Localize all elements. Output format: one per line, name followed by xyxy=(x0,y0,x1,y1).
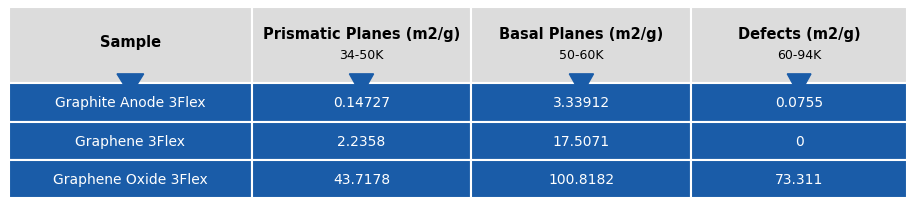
Text: Graphite Anode 3Flex: Graphite Anode 3Flex xyxy=(55,96,206,110)
Text: Defects (m2/g): Defects (m2/g) xyxy=(737,27,860,42)
Bar xyxy=(252,160,472,198)
Text: Graphene Oxide 3Flex: Graphene Oxide 3Flex xyxy=(53,172,208,186)
Polygon shape xyxy=(349,75,374,96)
Bar xyxy=(9,122,252,160)
Text: 0.0755: 0.0755 xyxy=(775,96,823,110)
Bar xyxy=(692,160,907,198)
Bar xyxy=(692,84,907,122)
Text: 43.7178: 43.7178 xyxy=(333,172,390,186)
Bar xyxy=(252,122,472,160)
Text: 17.5071: 17.5071 xyxy=(553,134,610,148)
Text: Prismatic Planes (m2/g): Prismatic Planes (m2/g) xyxy=(263,27,460,42)
Bar xyxy=(692,8,907,84)
Text: 100.8182: 100.8182 xyxy=(549,172,615,186)
Text: 34-50K: 34-50K xyxy=(339,49,384,62)
Bar xyxy=(9,84,252,122)
Text: Basal Planes (m2/g): Basal Planes (m2/g) xyxy=(499,27,663,42)
Text: 50-60K: 50-60K xyxy=(559,49,604,62)
Text: 0.14727: 0.14727 xyxy=(333,96,390,110)
Text: 2.2358: 2.2358 xyxy=(337,134,386,148)
Bar xyxy=(472,8,692,84)
Text: Sample: Sample xyxy=(100,35,161,50)
Bar xyxy=(692,122,907,160)
Text: 60-94K: 60-94K xyxy=(777,49,822,62)
Polygon shape xyxy=(787,75,811,96)
Text: 0: 0 xyxy=(795,134,803,148)
Bar xyxy=(472,84,692,122)
Polygon shape xyxy=(117,75,144,96)
Bar xyxy=(9,8,252,84)
Polygon shape xyxy=(570,75,594,96)
Bar xyxy=(472,160,692,198)
Bar xyxy=(9,160,252,198)
Text: 73.311: 73.311 xyxy=(775,172,823,186)
Text: 3.33912: 3.33912 xyxy=(553,96,610,110)
Bar xyxy=(472,122,692,160)
Bar xyxy=(252,84,472,122)
Bar xyxy=(252,8,472,84)
Text: Graphene 3Flex: Graphene 3Flex xyxy=(75,134,185,148)
